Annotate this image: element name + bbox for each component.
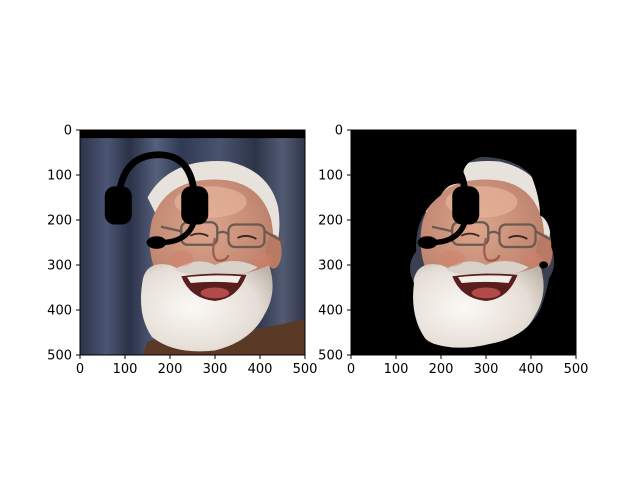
y-tick-label: 0 xyxy=(335,124,343,139)
x-tick-label: 100 xyxy=(113,362,138,377)
left-image-panel xyxy=(79,129,306,356)
y-tick-label: 400 xyxy=(318,304,343,319)
y-tick-label: 500 xyxy=(47,349,72,364)
x-tick-label: 500 xyxy=(564,362,589,377)
y-tick-label: 100 xyxy=(318,169,343,184)
right-axes-ticks: 0 100 200 300 400 500 0 100 200 300 400 500 xyxy=(318,124,588,378)
x-tick-label: 0 xyxy=(347,362,355,377)
x-tick-label: 0 xyxy=(76,362,84,377)
y-tick-label: 200 xyxy=(318,214,343,229)
y-tick-label: 400 xyxy=(47,304,72,319)
x-tick-label: 300 xyxy=(474,362,499,377)
x-tick-label: 400 xyxy=(519,362,544,377)
y-tick-label: 200 xyxy=(47,214,72,229)
right-axes-frame xyxy=(350,129,577,356)
y-tick-label: 300 xyxy=(47,259,72,274)
right-image-panel xyxy=(350,129,577,356)
x-tick-label: 400 xyxy=(248,362,273,377)
left-axes-frame xyxy=(79,129,306,356)
x-tick-label: 500 xyxy=(293,362,318,377)
y-tick-label: 0 xyxy=(64,124,72,139)
x-tick-label: 200 xyxy=(158,362,183,377)
x-tick-label: 200 xyxy=(429,362,454,377)
x-tick-label: 300 xyxy=(203,362,228,377)
y-tick-label: 500 xyxy=(318,349,343,364)
face-photo xyxy=(80,130,305,355)
y-tick-label: 100 xyxy=(47,169,72,184)
y-tick-label: 300 xyxy=(318,259,343,274)
x-tick-label: 100 xyxy=(384,362,409,377)
left-axes-ticks: 0 100 200 300 400 500 0 100 200 300 400 500 xyxy=(47,124,317,378)
segmented-face xyxy=(410,151,555,348)
